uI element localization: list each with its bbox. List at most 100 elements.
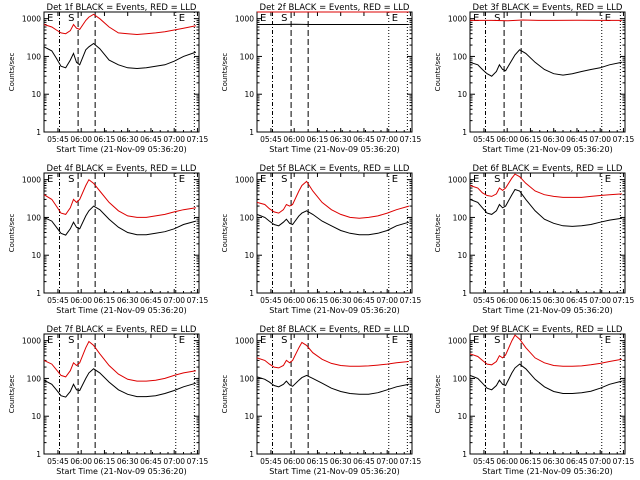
panel-9-marker-e: E (473, 335, 479, 346)
panel-8-ytick-label: 1 (249, 450, 254, 459)
panel-7-marker-e: E (47, 335, 53, 346)
panel-4-xlabel: Start Time (21-Nov-09 05:36:20) (56, 306, 186, 315)
panel-2-marker-e: E (260, 13, 266, 24)
panel-9-xlabel: Start Time (21-Nov-09 05:36:20) (482, 467, 612, 476)
panel-8-xtick-label: 06:15 (307, 457, 329, 466)
panel-1-ytick-label: 10 (31, 90, 41, 99)
panel-2-xtick-label: 07:15 (400, 135, 422, 144)
panel-1-ytick-label: 1000 (22, 15, 41, 24)
panel-8-xtick-label: 07:00 (376, 457, 398, 466)
panel-5: Det 5f BLACK = Events, RED = LLD Counts/s… (221, 164, 421, 315)
panel-6-marker-s: S (494, 174, 500, 185)
panel-3-series-lld (470, 19, 622, 22)
panel-3-ytick-label: 10 (457, 90, 467, 99)
panel-8-ytick-label: 10 (244, 412, 254, 421)
panel-6-xlabel: Start Time (21-Nov-09 05:36:20) (482, 306, 612, 315)
panel-2-ytick-label: 1000 (235, 15, 254, 24)
panel-7-xtick-label: 06:15 (94, 457, 116, 466)
panel-1-xlabel: Start Time (21-Nov-09 05:36:20) (56, 145, 186, 154)
panel-1-marker-e: E (47, 13, 53, 24)
panel-8-title: Det 8f BLACK = Events, RED = LLD (260, 325, 410, 335)
panel-3-ytick-label: 1000 (448, 15, 467, 24)
panel-9-xtick-label: 06:30 (543, 457, 565, 466)
panel-7-xtick-label: 07:15 (187, 457, 209, 466)
panel-2-xtick-label: 07:00 (376, 135, 398, 144)
panel-3-xlabel: Start Time (21-Nov-09 05:36:20) (482, 145, 612, 154)
panel-3-xtick-label: 06:30 (543, 135, 565, 144)
panel-7-xtick-label: 07:00 (163, 457, 185, 466)
panel-9-ytick-label: 1000 (448, 337, 467, 346)
panel-6-ylabel: Counts/sec (434, 214, 442, 253)
panel-3-marker-e: E (473, 13, 479, 24)
panel-7-series-events (43, 368, 197, 398)
panel-7-ytick-label: 100 (27, 374, 42, 383)
panel-5-ytick-label: 1 (249, 289, 254, 298)
panel-9-marker-s: S (494, 335, 500, 346)
panel-4-ytick-label: 10 (31, 251, 41, 260)
panel-2-ytick-label: 10 (244, 90, 254, 99)
panel-6-ytick-label: 100 (453, 213, 468, 222)
panel-9-series-events (469, 363, 623, 394)
panel-4-title: Det 4f BLACK = Events, RED = LLD (47, 164, 197, 174)
panel-3-ytick-label: 1 (462, 128, 467, 137)
panel-9-title: Det 9f BLACK = Events, RED = LLD (473, 325, 623, 335)
panel-6-xtick-label: 05:45 (473, 296, 495, 305)
panel-1-xtick-label: 06:45 (140, 135, 162, 144)
panel-5-ytick-label: 100 (240, 213, 255, 222)
panel-9-xtick-label: 07:00 (589, 457, 611, 466)
panel-5-marker-e: E (260, 174, 266, 185)
panel-8-ytick-label: 100 (240, 374, 255, 383)
panel-6-xtick-label: 06:30 (543, 296, 565, 305)
panel-1-xtick-label: 05:45 (47, 135, 69, 144)
panel-8-xtick-label: 05:45 (260, 457, 282, 466)
panel-2-marker-e: E (392, 13, 398, 24)
panel-4-ytick-label: 100 (27, 213, 42, 222)
panel-9-xtick-label: 06:45 (566, 457, 588, 466)
panel-5-series-lld (256, 180, 410, 219)
panel-6: Det 6f BLACK = Events, RED = LLD Counts/s… (434, 164, 634, 315)
panel-3-xtick-label: 07:15 (613, 135, 635, 144)
panel-8-xlabel: Start Time (21-Nov-09 05:36:20) (269, 467, 399, 476)
panel-7-series-lld (43, 340, 196, 382)
panel-7-ylabel: Counts/sec (8, 375, 16, 414)
panel-2-ytick-label: 1 (249, 128, 254, 137)
panel-1-xtick-label: 07:00 (163, 135, 185, 144)
panel-1-xtick-label: 06:00 (70, 135, 92, 144)
panel-5-xtick-label: 07:15 (400, 296, 422, 305)
panel-2-xtick-label: 05:45 (260, 135, 282, 144)
panel-6-xtick-label: 07:00 (589, 296, 611, 305)
panel-3-title: Det 3f BLACK = Events, RED = LLD (473, 3, 623, 13)
panel-6-xtick-label: 06:15 (520, 296, 542, 305)
panel-1-series-lld (43, 13, 196, 36)
panel-5-xtick-label: 06:30 (330, 296, 352, 305)
panel-3-xtick-label: 05:45 (473, 135, 495, 144)
panel-4-marker-s: S (68, 174, 74, 185)
panel-4-xtick-label: 07:00 (163, 296, 185, 305)
panel-4-ylabel: Counts/sec (8, 214, 16, 253)
panel-6-ytick-label: 10 (457, 251, 467, 260)
panel-3-marker-s: S (494, 13, 500, 24)
panel-1-ylabel: Counts/sec (8, 53, 16, 92)
panel-6-ytick-label: 1000 (448, 176, 467, 185)
panel-1-ytick-label: 1 (36, 128, 41, 137)
panel-8-marker-e: E (260, 335, 266, 346)
panel-1-ytick-label: 100 (27, 52, 42, 61)
panel-5-xtick-label: 05:45 (260, 296, 282, 305)
panel-9-ylabel: Counts/sec (434, 375, 442, 414)
panel-3-xtick-label: 06:00 (496, 135, 518, 144)
panel-8-ytick-label: 1000 (235, 337, 254, 346)
panel-6-series-events (469, 188, 622, 227)
panel-8-ylabel: Counts/sec (221, 375, 229, 414)
panel-1-xtick-label: 07:15 (187, 135, 209, 144)
panel-4-ytick-label: 1000 (22, 176, 41, 185)
panel-2: Det 2f BLACK = Events, RED = LLD Counts/s… (221, 3, 421, 154)
panel-8: Det 8f BLACK = Events, RED = LLD Counts/s… (221, 325, 421, 476)
panel-9-series-lld (469, 334, 622, 367)
panel-7-xtick-label: 06:30 (117, 457, 139, 466)
panel-1-xtick-label: 06:30 (117, 135, 139, 144)
panel-7-xtick-label: 06:45 (140, 457, 162, 466)
panel-7: Det 7f BLACK = Events, RED = LLD Counts/s… (8, 325, 208, 476)
panel-6-xtick-label: 06:00 (496, 296, 518, 305)
panel-6-marker-e: E (473, 174, 479, 185)
